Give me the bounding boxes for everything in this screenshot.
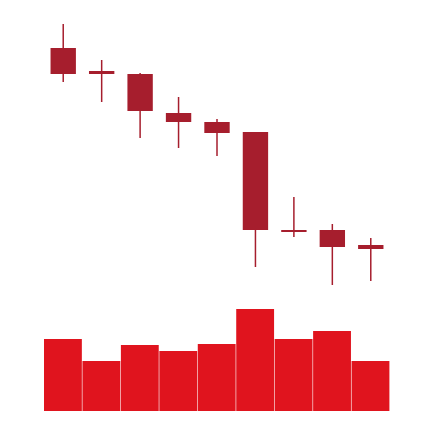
volume-bar	[236, 309, 275, 411]
volume-bar	[313, 331, 351, 411]
volume-bar	[274, 339, 313, 411]
candle-body	[281, 230, 307, 232]
volume-bar	[120, 345, 159, 411]
volume-bar	[159, 351, 198, 411]
candle-body	[319, 230, 346, 247]
candle-body	[242, 132, 269, 230]
candle-body	[358, 245, 384, 249]
volume-bar	[82, 361, 121, 411]
volume-bar	[44, 339, 82, 411]
candle-body	[127, 74, 153, 111]
volume-bar	[351, 361, 390, 411]
candle-body	[204, 122, 230, 133]
candle-body	[88, 71, 115, 74]
volume-bar	[197, 344, 236, 411]
candle-body	[165, 113, 192, 122]
candle-body	[50, 48, 76, 74]
